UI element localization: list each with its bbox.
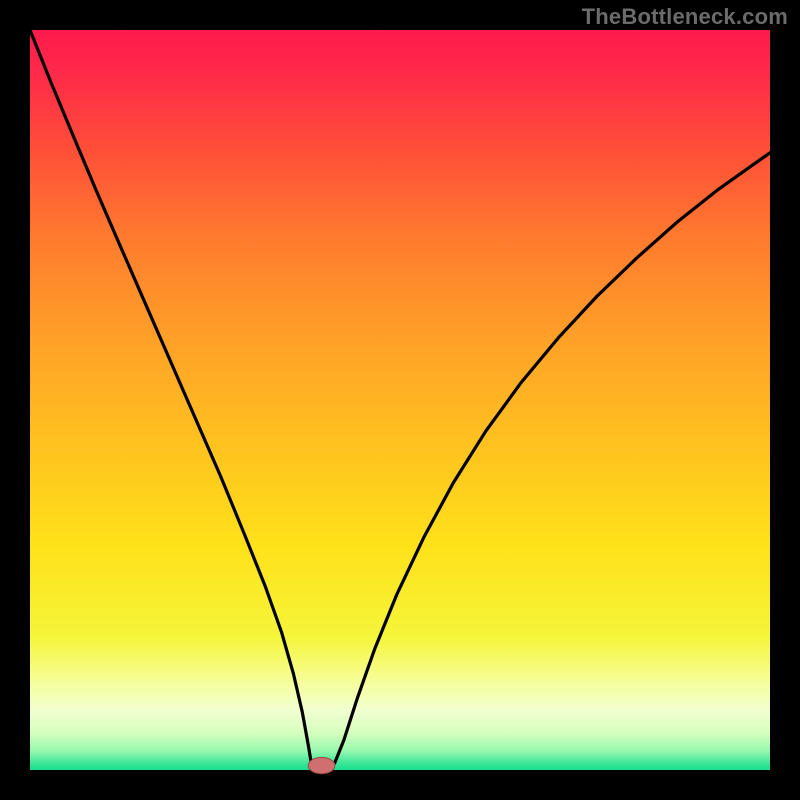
chart-container: TheBottleneck.com [0,0,800,800]
bottleneck-chart [0,0,800,800]
plot-background [30,30,770,770]
optimal-point-marker [308,757,335,773]
watermark-text: TheBottleneck.com [582,4,788,30]
